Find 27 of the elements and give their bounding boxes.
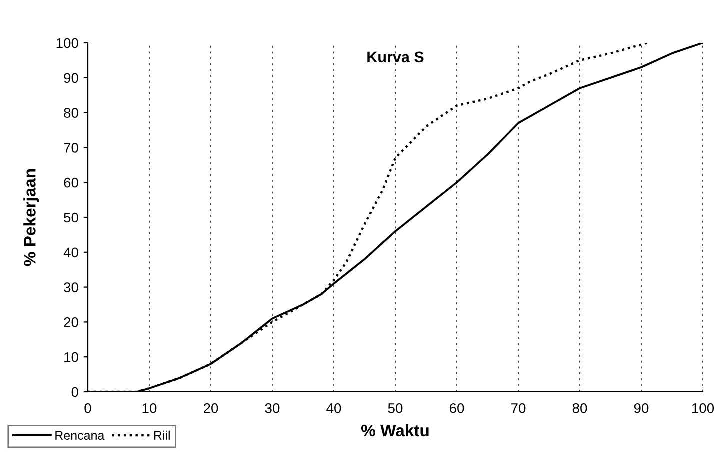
x-tick-label: 90 [634,403,649,414]
y-tick-label: 80 [64,108,78,118]
legend-label: Rencana [56,431,105,440]
chart-title: Kurva S [368,52,424,63]
x-tick-label: 100 [692,403,714,414]
x-tick-label: 60 [450,403,464,414]
y-tick-label: 100 [56,38,78,48]
x-tick-label: 30 [265,403,280,414]
x-tick-label: 50 [388,403,403,414]
y-tick-label: 30 [64,282,78,292]
x-tick-label: 20 [204,403,218,414]
legend-label: Riil [154,430,170,440]
x-tick-label: 0 [84,403,92,414]
x-tick-label: 80 [572,403,588,414]
x-tick-label: 10 [142,403,157,414]
y-axis-title: % Pekerjaan [24,169,40,266]
y-tick-label: 70 [64,143,78,153]
x-tick-label: 70 [511,403,526,414]
y-tick-label: 90 [64,73,78,84]
y-tick-label: 20 [64,318,78,328]
y-tick-label: 0 [72,387,78,398]
y-tick-label: 10 [64,352,78,362]
y-tick-label: 40 [64,248,78,258]
x-tick-label: 40 [326,403,342,414]
y-tick-label: 60 [64,178,78,188]
x-axis-title: % Waktu [362,424,429,437]
y-tick-label: 50 [64,212,78,223]
